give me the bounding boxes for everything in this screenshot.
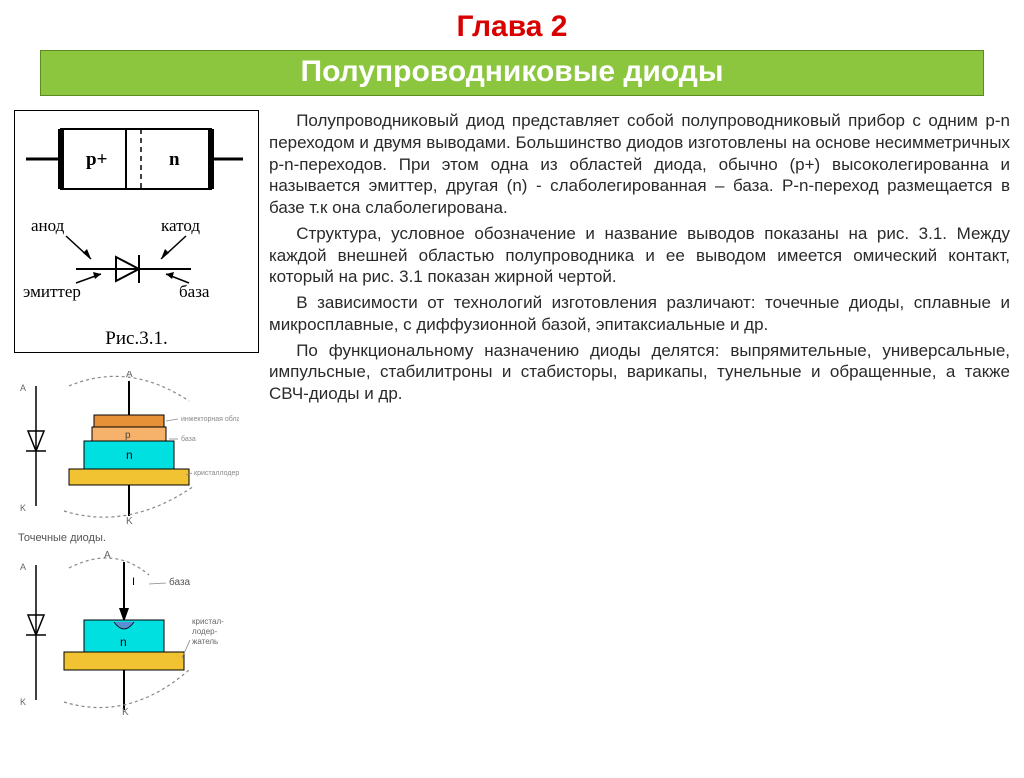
holder-label-2a: кристал-: [192, 617, 224, 626]
symbol-K-2: K: [20, 697, 26, 707]
terminal-K-1: K: [126, 516, 133, 526]
figure-3-1: p+ n анод катод эмиттер: [14, 110, 259, 353]
n-layer-label-1: n: [126, 448, 133, 462]
diode-structure-diagram: p+ n анод катод эмиттер: [21, 119, 246, 324]
paragraph-2: Структура, условное обозначение и назван…: [269, 223, 1010, 288]
terminal-A-2: A: [104, 550, 111, 561]
symbol-K-1: K: [20, 503, 26, 513]
content-row: p+ n анод катод эмиттер: [0, 110, 1024, 715]
paragraph-3: В зависимости от технологий изготовления…: [269, 292, 1010, 336]
terminal-K-2: K: [122, 707, 129, 715]
symbol-A-1: A: [20, 383, 26, 393]
banner-title: Полупроводниковые диоды: [40, 50, 984, 96]
figure-3-1-caption: Рис.3.1.: [21, 328, 252, 350]
emitter-label: эмиттер: [23, 282, 81, 301]
holder-label-2c: жатель: [192, 637, 218, 646]
body-text: Полупроводниковый диод представляет собо…: [269, 110, 1010, 715]
paragraph-1: Полупроводниковый диод представляет собо…: [269, 110, 1010, 219]
base-label: база: [179, 282, 210, 301]
paragraph-4: По функциональному назначению диоды деля…: [269, 340, 1010, 405]
p-layer-label-1: p: [125, 430, 131, 441]
figures-column: p+ n анод катод эмиттер: [14, 110, 259, 715]
cathode-label: катод: [161, 216, 200, 235]
n-layer-label-2: n: [120, 635, 127, 649]
p-plus-label: p+: [86, 149, 107, 170]
terminal-A: A: [126, 371, 133, 380]
point-diode-diagram: A A K I база n кристал- лоде: [14, 550, 239, 715]
symbol-A-2: A: [20, 562, 26, 572]
base-label-small-1: база: [181, 435, 196, 443]
point-diodes-caption: Точечные диоды.: [18, 532, 259, 544]
alloy-diode-diagram: A A K p n инжекторная область база кр: [14, 371, 239, 526]
current-I: I: [132, 576, 135, 588]
base-label-small-2: база: [169, 576, 191, 588]
chapter-title: Глава 2: [0, 10, 1024, 44]
holder-label-1: кристаллодержатель: [194, 470, 239, 477]
anode-label: анод: [31, 216, 65, 235]
holder-label-2b: лодер-: [192, 627, 218, 636]
injector-label: инжекторная область: [181, 415, 239, 423]
n-label: n: [169, 149, 180, 170]
